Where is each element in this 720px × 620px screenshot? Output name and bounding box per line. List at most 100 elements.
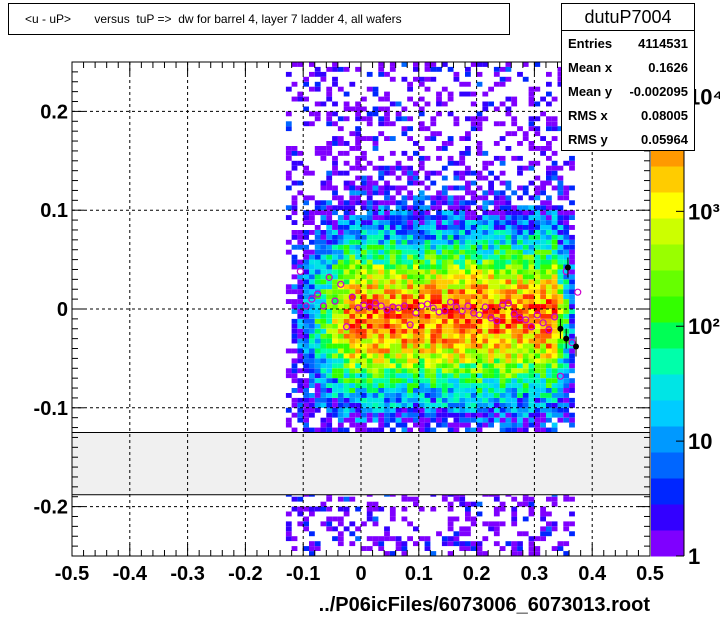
heatmap-cell [413, 323, 419, 329]
heatmap-cell [528, 274, 535, 280]
heatmap-cell [361, 155, 367, 161]
heatmap-cell [569, 333, 575, 339]
heatmap-cell [389, 279, 396, 285]
heatmap-cell [482, 536, 489, 542]
heatmap-cell [355, 165, 361, 171]
heatmap-cell [349, 333, 356, 339]
heatmap-cell [378, 343, 385, 349]
heatmap-cell [557, 71, 564, 77]
heatmap-cell [314, 71, 321, 77]
heatmap-cell [320, 294, 327, 300]
heatmap-cell [534, 160, 541, 166]
heatmap-cell [505, 215, 512, 220]
heatmap-cell [332, 195, 338, 201]
heatmap-cell [326, 185, 333, 191]
heatmap-cell [343, 388, 350, 393]
heatmap-cell [459, 526, 466, 532]
heatmap-cell [401, 417, 408, 423]
heatmap-cell [418, 274, 425, 280]
heatmap-cell [534, 279, 541, 285]
heatmap-cell [366, 363, 373, 369]
heatmap-cell [401, 333, 408, 339]
heatmap-cell [309, 393, 315, 398]
heatmap-cell [465, 165, 471, 171]
heatmap-cell [436, 200, 442, 206]
heatmap-cell [424, 397, 431, 403]
heatmap-cell [517, 210, 523, 216]
heatmap-cell [493, 511, 500, 517]
heatmap-cell [326, 116, 333, 122]
heatmap-cell [395, 244, 402, 250]
heatmap-cell [488, 180, 494, 186]
heatmap-cell [534, 388, 541, 393]
heatmap-cell [528, 220, 535, 225]
heatmap-cell [465, 279, 471, 285]
heatmap-cell [407, 348, 413, 354]
heatmap-cell [517, 417, 523, 423]
heatmap-cell [453, 383, 460, 388]
heatmap-cell [453, 343, 460, 349]
heatmap-cell [343, 150, 350, 156]
heatmap-cell [401, 541, 408, 547]
heatmap-cell [551, 264, 558, 270]
heatmap-cell [453, 536, 460, 542]
heatmap-cell [459, 254, 466, 260]
heatmap-cell [569, 383, 575, 388]
heatmap-cell [511, 225, 518, 230]
heatmap-cell [563, 215, 570, 220]
heatmap-cell [465, 328, 471, 334]
heatmap-cell [528, 205, 535, 211]
heatmap-cell [511, 318, 518, 324]
heatmap-cell [540, 333, 546, 339]
heatmap-cell [447, 521, 454, 527]
heatmap-cell [453, 121, 460, 127]
heatmap-cell [349, 244, 356, 250]
heatmap-cell [309, 170, 315, 176]
heatmap-cell [493, 195, 500, 201]
heatmap-cell [332, 249, 338, 255]
heatmap-cell [309, 348, 315, 354]
profile-point [366, 303, 374, 311]
heatmap-cell [505, 417, 512, 423]
heatmap-cell [540, 259, 546, 265]
heatmap-cell [424, 328, 431, 334]
profile-point [308, 295, 316, 303]
heatmap-cell [378, 309, 385, 314]
heatmap-cell [546, 353, 552, 359]
heatmap-cell [540, 511, 546, 517]
heatmap-cell [389, 412, 396, 418]
heatmap-cell [384, 531, 390, 537]
heatmap-cell [522, 190, 529, 196]
profile-point [574, 288, 582, 296]
heatmap-cell [314, 111, 321, 117]
heatmap-cell [563, 521, 570, 527]
heatmap-cell [476, 402, 483, 408]
heatmap-cell [361, 304, 367, 309]
heatmap-cell [337, 323, 344, 329]
heatmap-cell [447, 66, 454, 72]
heatmap-cell [407, 496, 413, 502]
heatmap-cell [291, 427, 298, 433]
heatmap-cell [465, 146, 471, 151]
black-point [557, 325, 564, 332]
heatmap-cell [320, 383, 327, 388]
heatmap-cell [413, 294, 419, 300]
heatmap-cell [418, 146, 425, 151]
heatmap-cell [488, 328, 494, 334]
heatmap-cell [285, 71, 292, 77]
heatmap-cell [314, 81, 321, 87]
heatmap-cell [493, 289, 500, 295]
heatmap-cell [447, 383, 454, 388]
heatmap-cell [488, 220, 494, 225]
heatmap-cell [372, 200, 379, 206]
heatmap-cell [389, 225, 396, 230]
heatmap-cell [505, 131, 512, 137]
heatmap-cell [517, 407, 523, 413]
heatmap-cell [557, 417, 564, 423]
heatmap-cell [418, 289, 425, 295]
heatmap-cell [366, 215, 373, 220]
heatmap-cell [476, 269, 483, 275]
heatmap-cell [407, 259, 413, 265]
heatmap-cell [465, 412, 471, 418]
heatmap-cell [413, 393, 419, 398]
